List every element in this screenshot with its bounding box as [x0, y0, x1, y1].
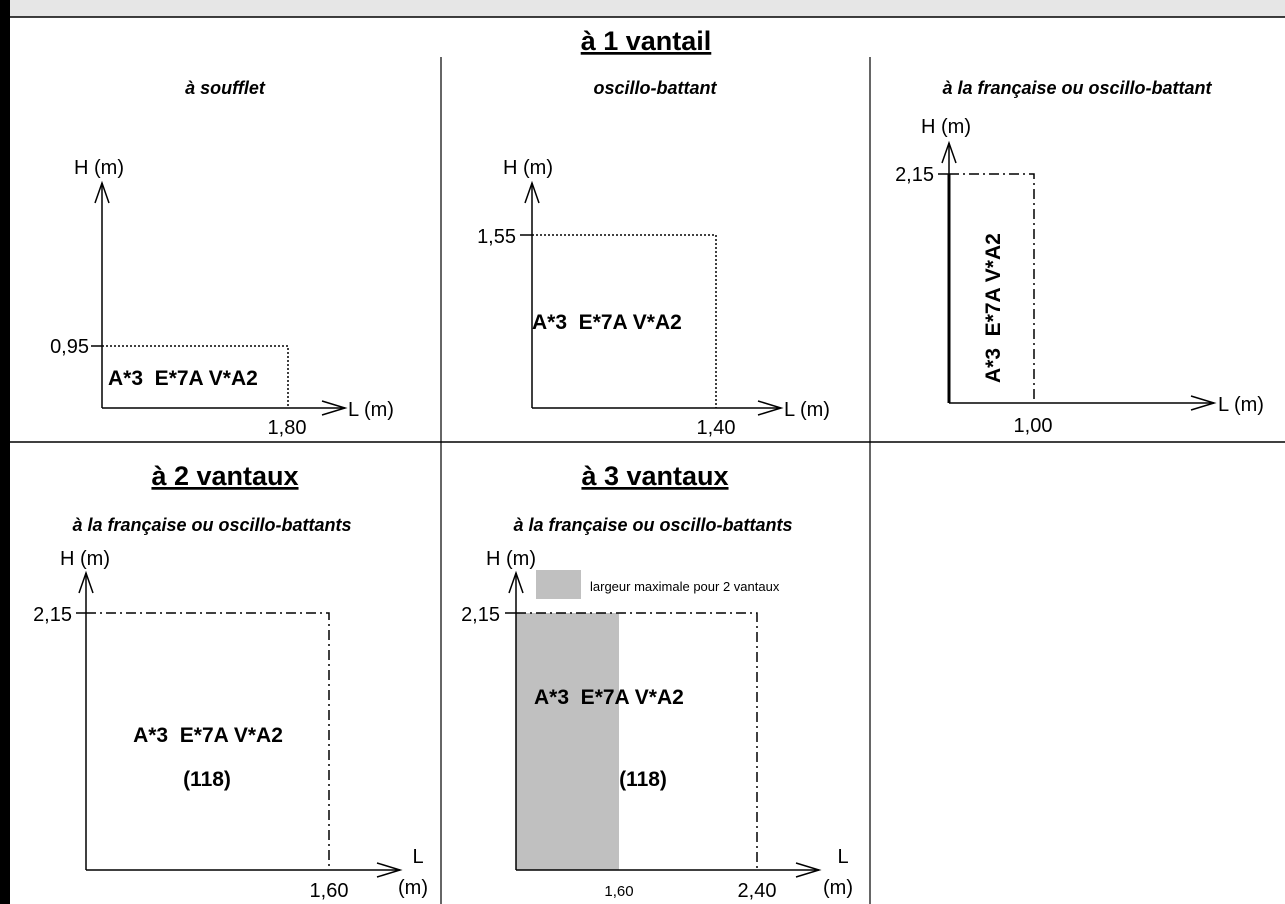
section-1-title: à 1 vantail — [581, 26, 712, 56]
max-size-outline — [949, 173, 1035, 403]
max-size-outline — [532, 234, 717, 408]
panel-francaise-1-vantail: à la française ou oscillo-battant H (m) … — [895, 78, 1264, 437]
reference-label: (118) — [183, 768, 231, 791]
panel-subtitle: à la française ou oscillo-battants — [513, 515, 792, 535]
max-size-outline — [516, 612, 758, 870]
width-value: 1,80 — [268, 417, 307, 439]
performance-label: A*3 E*7A V*A2 — [982, 233, 1005, 383]
panel-subtitle: à la française ou oscillo-battants — [72, 515, 351, 535]
l-axis-label: L (m) — [784, 399, 830, 421]
performance-label: A*3 E*7A V*A2 — [108, 367, 258, 390]
width-value: 2,40 — [738, 880, 777, 902]
axes — [508, 570, 822, 878]
panel-soufflet: à soufflet H (m) 0,95 1,80 L (m) A*3 E*7… — [50, 78, 394, 439]
section-3-title: à 3 vantaux — [581, 461, 728, 491]
axes — [524, 180, 784, 416]
section-2-title: à 2 vantaux — [151, 461, 298, 491]
h-axis-label: H (m) — [74, 157, 124, 179]
width-value: 1,00 — [1014, 415, 1053, 437]
panel-2-vantaux: à la française ou oscillo-battants H (m)… — [33, 515, 428, 902]
h-axis-label: H (m) — [486, 548, 536, 570]
l-axis-label-line2: (m) — [398, 877, 428, 899]
h-axis-label: H (m) — [60, 548, 110, 570]
l-axis-label: L (m) — [1218, 394, 1264, 416]
max-size-outline — [102, 345, 289, 408]
panel-oscillo-battant: oscillo-battant H (m) 1,55 1,40 L (m) A*… — [477, 78, 830, 439]
width-value: 1,40 — [697, 417, 736, 439]
legend-swatch — [536, 570, 581, 599]
height-value: 2,15 — [33, 604, 72, 626]
panel-subtitle: à soufflet — [185, 78, 266, 98]
height-value: 2,15 — [895, 164, 934, 186]
panel-3-vantaux: à la française ou oscillo-battants large… — [461, 515, 853, 902]
legend-text: largeur maximale pour 2 vantaux — [590, 579, 780, 594]
h-axis-label: H (m) — [921, 116, 971, 138]
height-value: 2,15 — [461, 604, 500, 626]
header-strip — [0, 0, 1285, 17]
reference-label: (118) — [619, 768, 667, 791]
performance-label: A*3 E*7A V*A2 — [534, 686, 684, 709]
panel-subtitle: à la française ou oscillo-battant — [942, 78, 1212, 98]
l-axis-label-line2: (m) — [823, 877, 853, 899]
l-axis-label: L (m) — [348, 399, 394, 421]
height-value: 0,95 — [50, 336, 89, 358]
two-leaf-width-value: 1,60 — [604, 883, 633, 900]
height-value: 1,55 — [477, 226, 516, 248]
width-value: 1,60 — [310, 880, 349, 902]
performance-label: A*3 E*7A V*A2 — [532, 311, 682, 334]
h-axis-label: H (m) — [503, 157, 553, 179]
l-axis-label-line1: L — [412, 846, 423, 868]
panel-subtitle: oscillo-battant — [593, 78, 717, 98]
axes — [78, 570, 403, 878]
two-leaf-max-width-area — [516, 613, 619, 870]
performance-label: A*3 E*7A V*A2 — [133, 724, 283, 747]
max-size-outline — [86, 612, 330, 870]
l-axis-label-line1: L — [837, 846, 848, 868]
axes — [94, 180, 348, 416]
